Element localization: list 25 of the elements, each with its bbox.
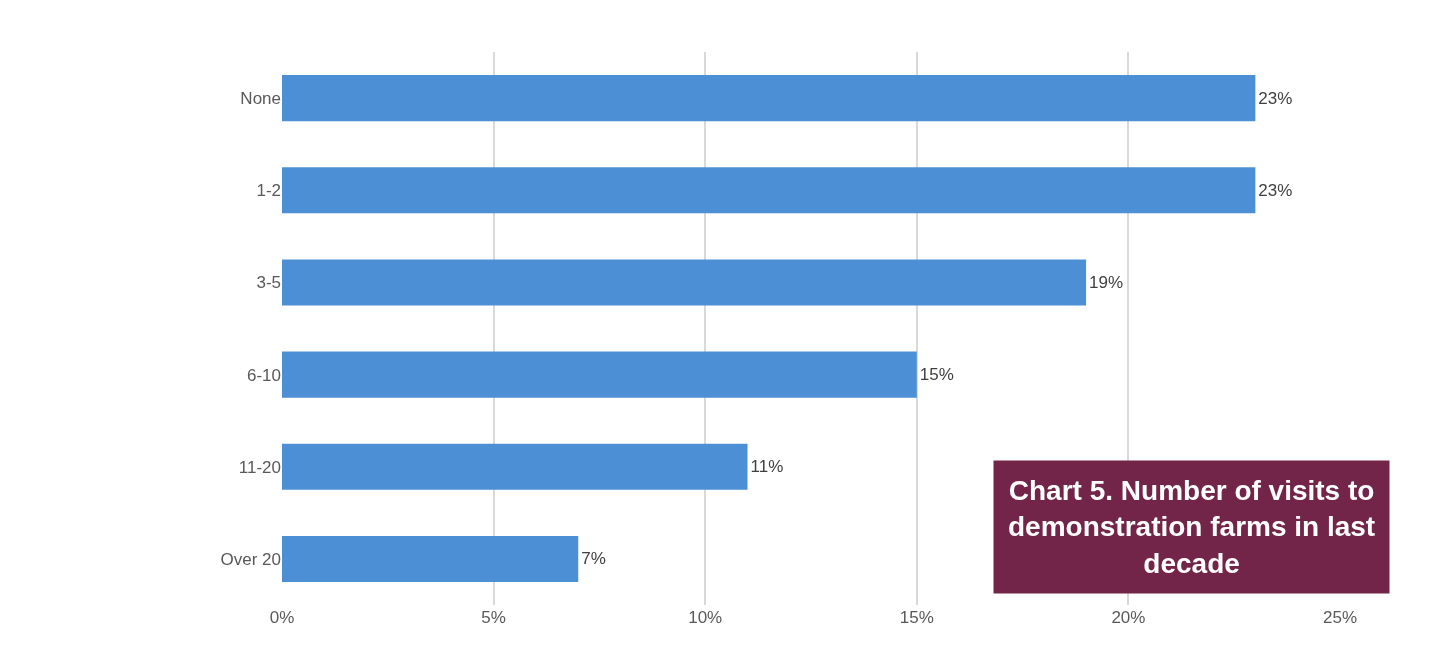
data-label: 23%: [1258, 180, 1293, 200]
data-label: 7%: [581, 549, 606, 569]
bar: [282, 259, 1087, 306]
x-tick-label: 25%: [1322, 608, 1358, 627]
bar: [282, 167, 1256, 214]
y-tick-label: None: [240, 89, 281, 109]
x-tick-label: 15%: [899, 608, 934, 627]
x-tick-label: 10%: [688, 608, 723, 627]
data-label: 23%: [1258, 88, 1293, 108]
bar: [282, 75, 1256, 122]
x-tick-label: 0%: [269, 608, 295, 627]
x-tick-label: 5%: [481, 608, 506, 627]
y-tick-label: Over 20: [220, 549, 281, 569]
y-tick-label: 6-10: [246, 365, 281, 385]
bar: [282, 535, 579, 582]
y-tick-label: 11-20: [238, 457, 281, 477]
x-tick-label: 20%: [1111, 608, 1146, 627]
data-label: 11%: [750, 457, 784, 477]
bar: [282, 351, 917, 398]
text: Chart 5. Number of visits to demonstration farms in last decade: [1008, 475, 1376, 579]
data-label: 15%: [919, 365, 954, 385]
y-tick-label: 3-5: [256, 273, 281, 293]
bar: [282, 443, 748, 490]
y-tick-label: 1-2: [256, 181, 281, 201]
data-label: 19%: [1089, 272, 1124, 292]
